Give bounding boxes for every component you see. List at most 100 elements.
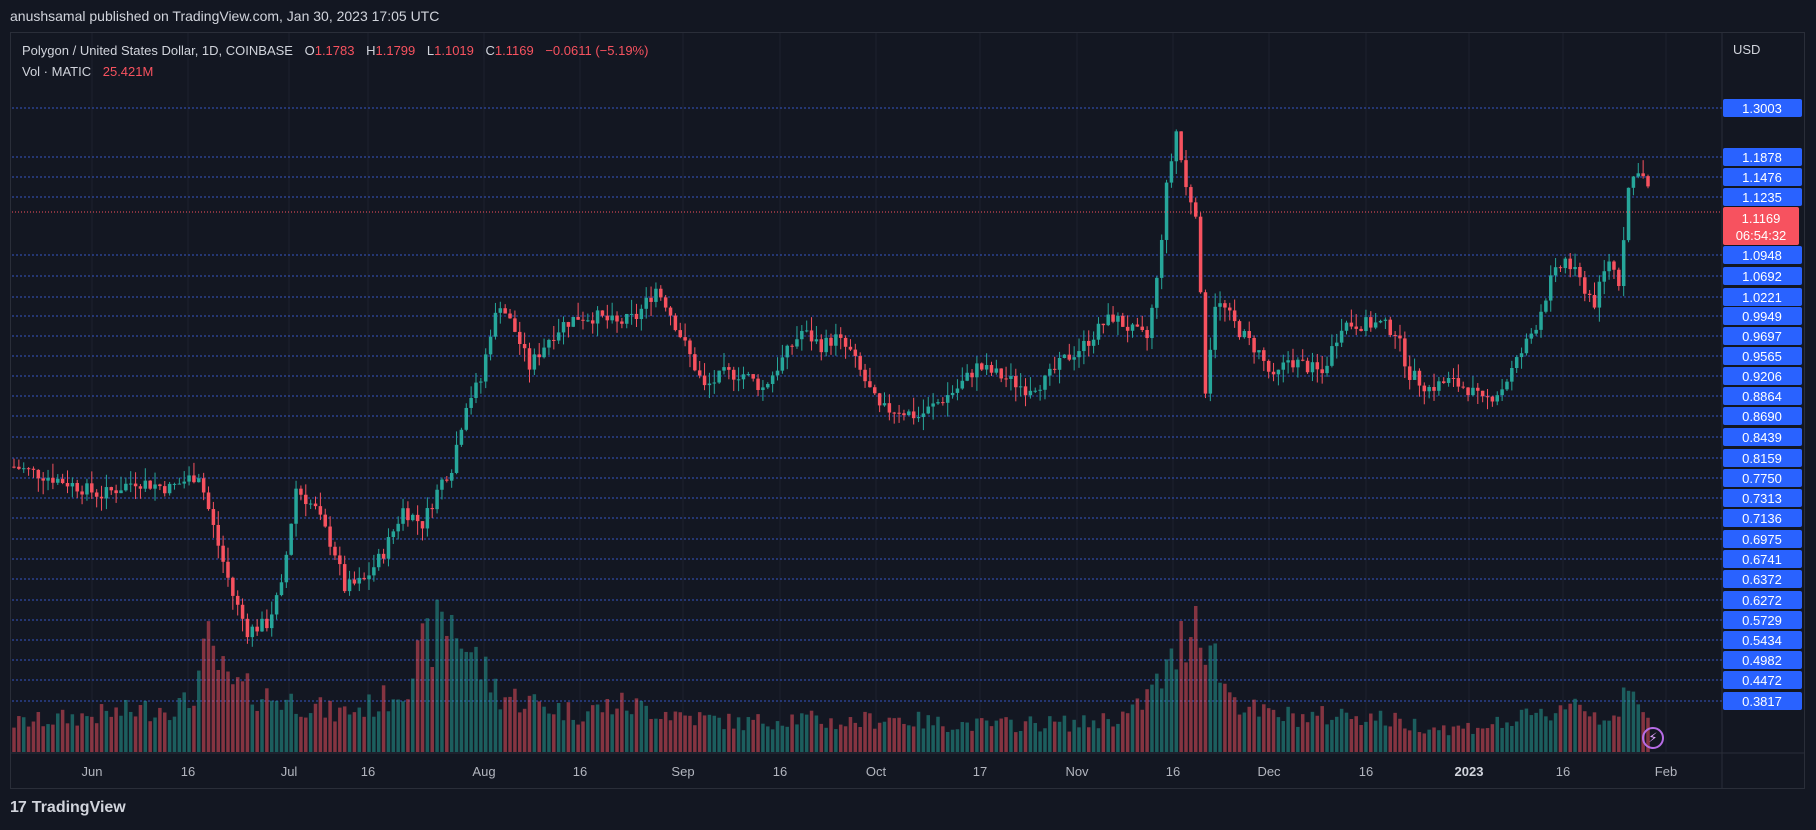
volume-bar [1009, 719, 1013, 752]
volume-bar [1315, 715, 1320, 752]
volume-legend[interactable]: Vol · MATIC 25.421M [22, 64, 153, 79]
volume-bar [51, 724, 55, 752]
volume-bar [1485, 728, 1490, 752]
high-value: 1.1799 [375, 43, 416, 58]
x-tick-label: Jun [82, 764, 103, 779]
candle-body [1028, 390, 1033, 396]
volume-bar [41, 726, 45, 752]
volume-bar [90, 716, 94, 752]
level-label: 0.5434 [1742, 633, 1782, 648]
volume-bar [1578, 704, 1582, 752]
volume-bar [260, 699, 264, 752]
currency-label[interactable]: USD [1733, 42, 1761, 57]
volume-bar [430, 667, 434, 752]
candle-body [1369, 317, 1373, 328]
candle-body [1184, 160, 1188, 188]
candle-body [532, 354, 537, 370]
open-value: 1.1783 [314, 43, 355, 58]
candle-body [279, 582, 284, 596]
volume-bar [172, 716, 177, 752]
candle-body [187, 475, 191, 482]
volume-bar [60, 709, 65, 752]
volume-bar [945, 731, 950, 752]
candle-body [299, 488, 303, 495]
volume-bar [649, 718, 653, 752]
volume-bar [1519, 709, 1524, 752]
volume-label[interactable]: Vol · MATIC [22, 64, 92, 79]
footer-brand[interactable]: 17 TradingView [10, 799, 126, 817]
volume-bar [411, 678, 415, 752]
candle-body [1378, 320, 1383, 323]
symbol-title[interactable]: Polygon / United States Dollar, 1D, COIN… [22, 43, 293, 58]
candle-body [479, 381, 483, 383]
level-label-bg [1723, 469, 1802, 487]
volume-bar [299, 716, 303, 752]
candle-body [1626, 187, 1631, 241]
volume-bar [167, 720, 172, 752]
candle-body [1009, 376, 1013, 379]
candle-body [697, 370, 702, 376]
volume-bar [1208, 645, 1213, 752]
candle-body [226, 561, 230, 578]
candle-body [1086, 340, 1091, 346]
candle-body [211, 509, 216, 525]
volume-bar [1296, 726, 1300, 752]
volume-bar [989, 726, 994, 752]
candle-body [245, 618, 250, 638]
volume-bar [1038, 731, 1042, 752]
volume-bar [289, 693, 293, 752]
candle-body [1155, 277, 1159, 308]
x-tick-label: 16 [361, 764, 375, 779]
candle-body [1451, 377, 1456, 379]
candle-body [255, 626, 259, 632]
volume-bar [853, 722, 858, 752]
candle-body [907, 411, 911, 416]
horizontal-levels [12, 107, 1722, 702]
volume-bar [1033, 723, 1038, 752]
level-label: 0.8439 [1742, 430, 1782, 445]
candle-body [902, 413, 906, 416]
candle-body [231, 577, 235, 596]
symbol-legend[interactable]: Polygon / United States Dollar, 1D, COIN… [22, 43, 648, 58]
candle-body [17, 466, 21, 469]
volume-bar [503, 697, 507, 752]
candle-body [741, 374, 746, 380]
volume-bar [1534, 712, 1538, 752]
candle-body [780, 357, 785, 371]
candle-body [1568, 258, 1572, 270]
volume-bar [469, 652, 473, 752]
candle-body [936, 402, 940, 404]
candle-body [328, 526, 332, 547]
candle-body [975, 363, 979, 378]
volume-bar [707, 714, 712, 752]
lightning-icon[interactable]: ⚡ [1642, 727, 1664, 749]
level-label-bg [1723, 327, 1802, 345]
level-label-bg [1723, 591, 1802, 609]
candle-body [1111, 314, 1115, 322]
candle-body [1179, 131, 1183, 161]
publisher-line: anushsamal published on TradingView.com,… [10, 8, 440, 24]
candle-body [848, 346, 853, 350]
volume-bar [240, 681, 245, 752]
volume-bar [615, 708, 619, 752]
chart-frame[interactable] [10, 32, 1805, 789]
candle-body [182, 481, 186, 484]
candle-body [722, 367, 726, 371]
volume-bar [124, 699, 128, 752]
candle-body [449, 472, 454, 481]
candle-body [1033, 390, 1038, 392]
volume-bar [1432, 727, 1436, 752]
candle-body [1189, 187, 1193, 203]
volume-bar [722, 729, 726, 752]
candle-body [527, 348, 532, 370]
volume-bar [12, 727, 16, 752]
volume-bar [425, 618, 430, 752]
candle-body [590, 320, 595, 324]
candle-body [989, 365, 994, 373]
volume-bar [1014, 732, 1018, 752]
candle-body [1544, 300, 1548, 312]
candle-body [1548, 275, 1553, 301]
volume-bar [1121, 711, 1125, 752]
candle-body [999, 368, 1003, 379]
